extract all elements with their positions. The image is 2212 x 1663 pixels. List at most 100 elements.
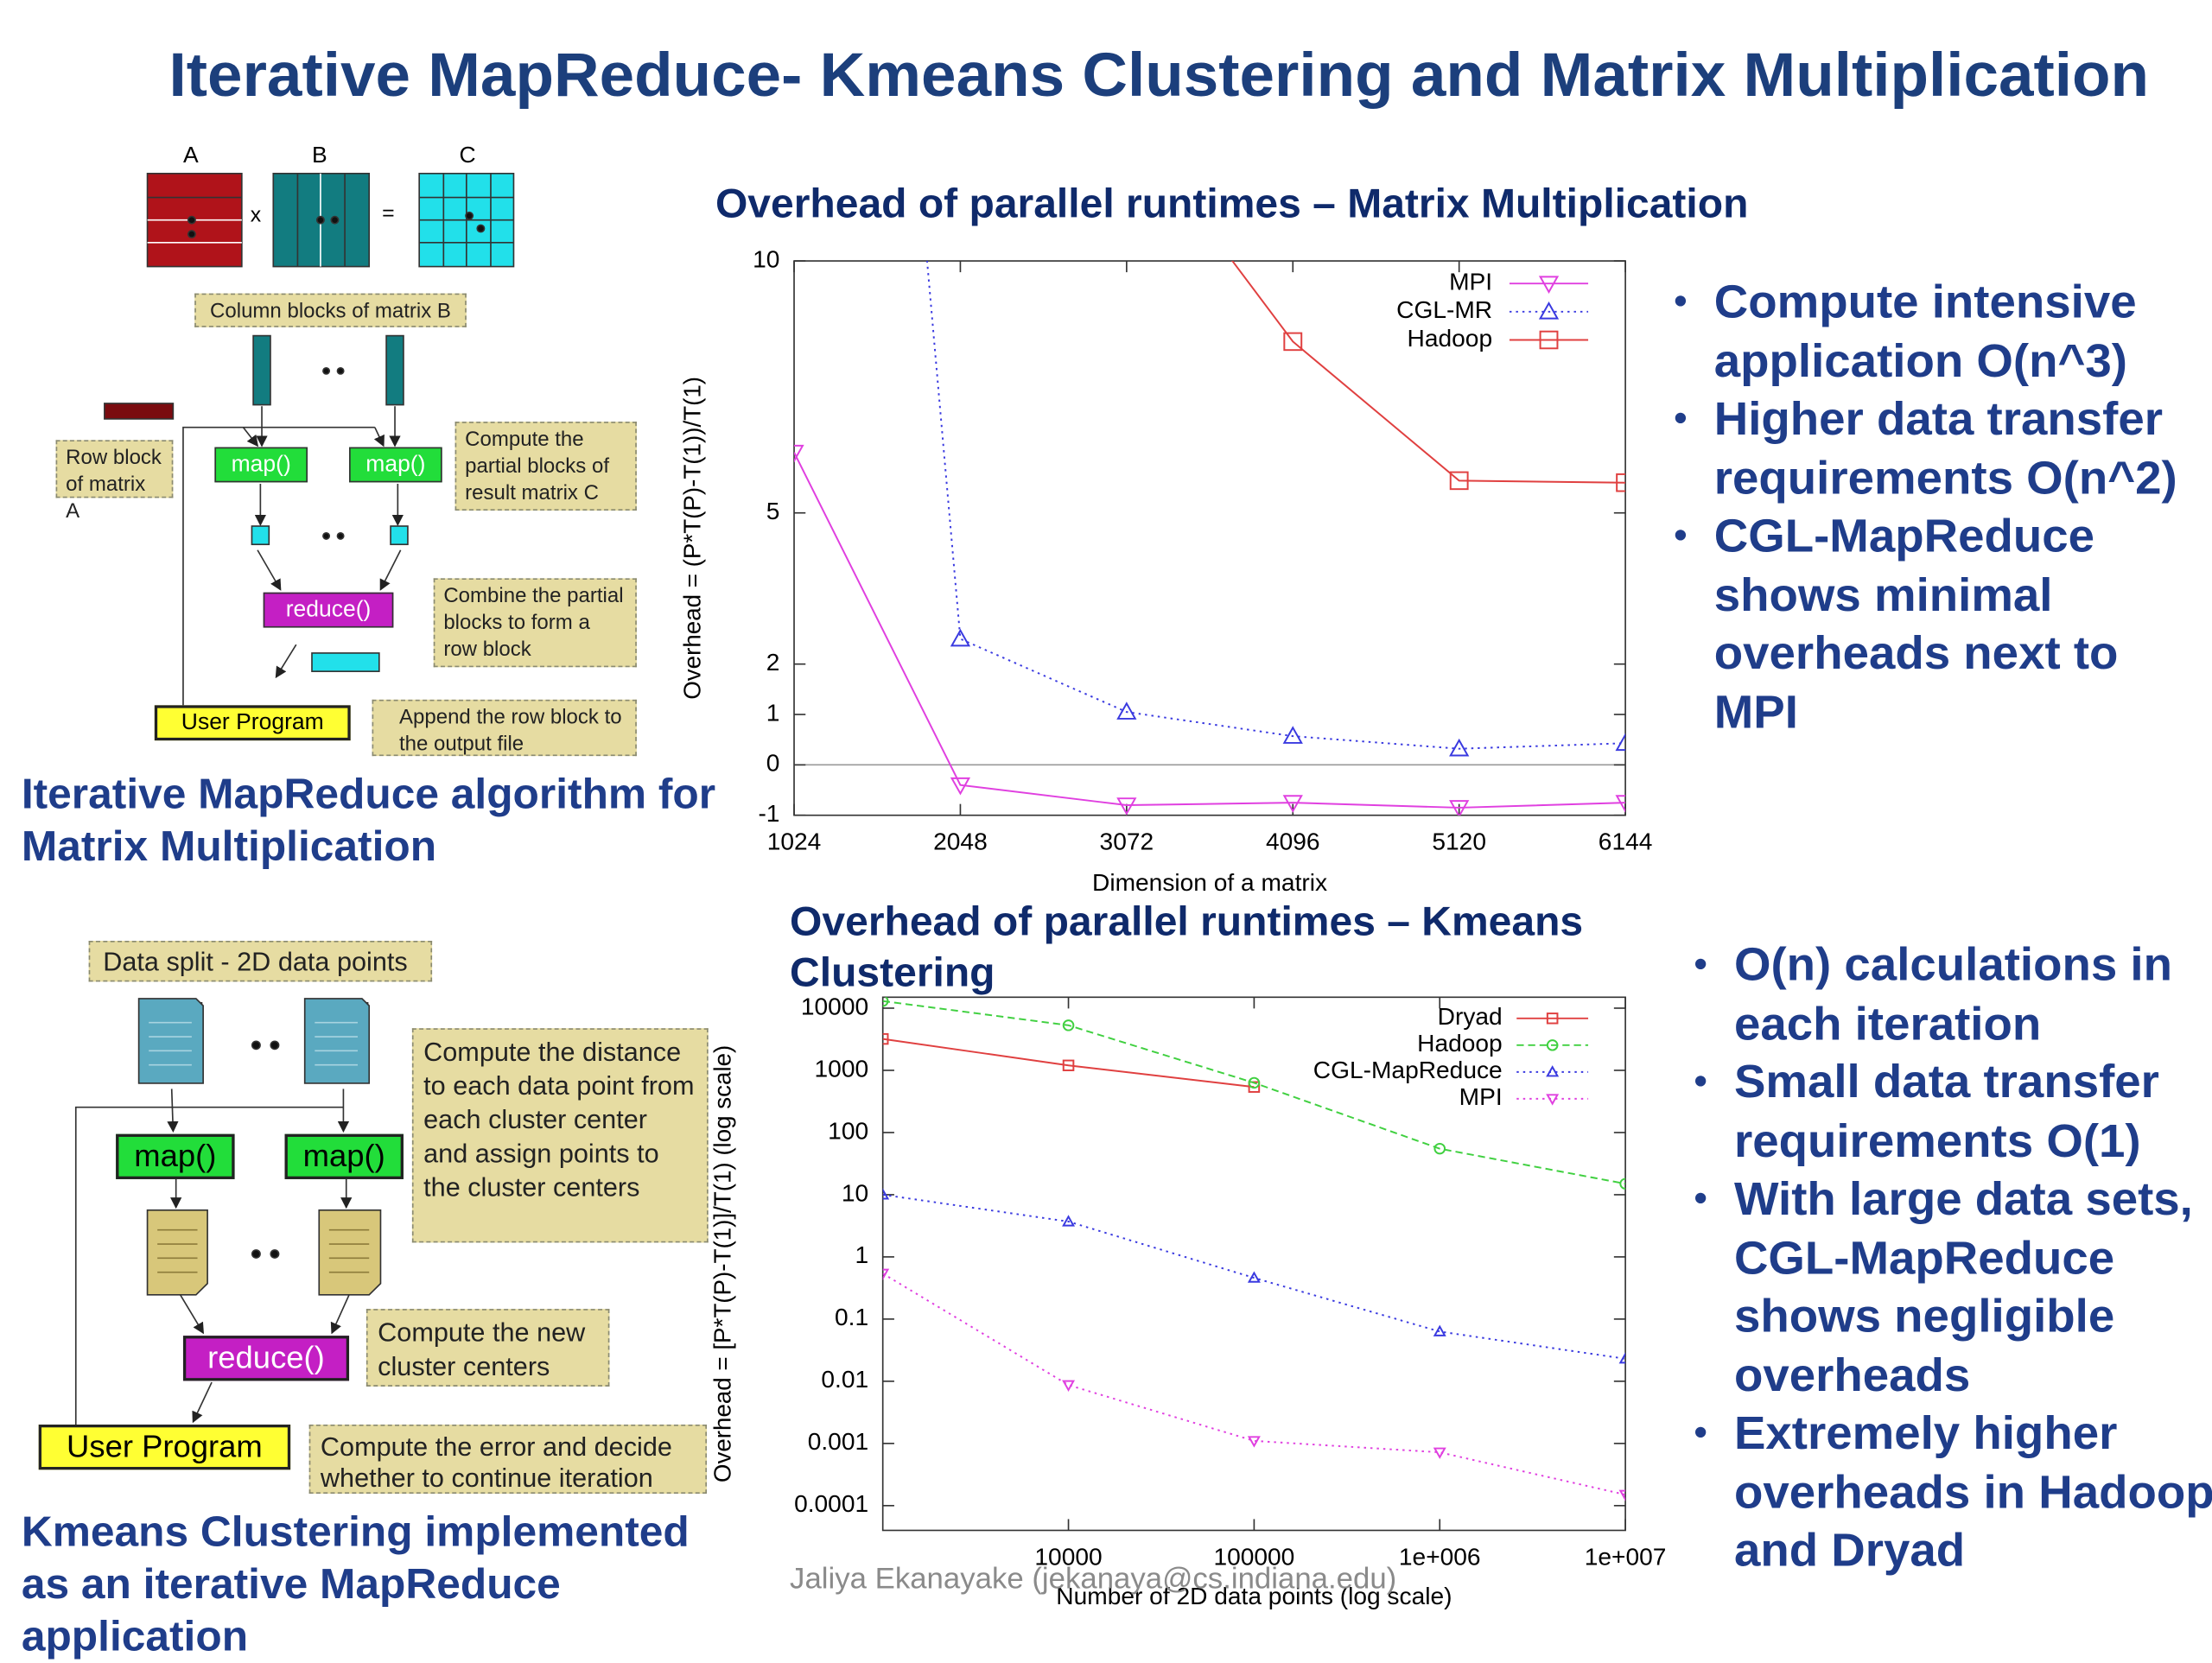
kmeans-diagram (74, 998, 382, 1425)
data-point (1283, 332, 1303, 352)
map-box: map() (214, 447, 308, 483)
data-point (1449, 738, 1470, 757)
x-tick-label: 5120 (1432, 828, 1486, 855)
data-point (1618, 1489, 1626, 1501)
bullet: CGL-MapReduce shows minimal overheads ne… (1674, 506, 2208, 740)
legend-marker (1546, 1065, 1560, 1077)
legend-marker (1546, 1094, 1560, 1106)
y-tick-label: 10 (842, 1179, 868, 1206)
x-axis-label: Number of 2D data points (log scale) (1056, 1583, 1452, 1609)
note-box: Compute the partial blocks of result mat… (454, 422, 637, 511)
bullet: O(n) calculations in each iteration (1694, 935, 2212, 1052)
footer: Jaliya Ekanayake (jekanaya@cs.indiana.ed… (790, 1563, 1397, 1596)
plot-area (882, 997, 1626, 1501)
y-tick-label: 0.01 (821, 1366, 868, 1393)
data-point (1282, 726, 1303, 744)
note-box: Compute the error and decide whether to … (308, 1425, 708, 1495)
series-line (882, 1193, 1626, 1360)
legend-marker (1538, 276, 1560, 294)
matrix-diagram (104, 173, 515, 706)
legend-marker (1546, 1039, 1559, 1051)
x-tick-label: 1e+006 (1399, 1544, 1481, 1571)
reduce-box: reduce() (182, 1336, 350, 1381)
reduce-box: reduce() (263, 592, 394, 628)
note-box: Data split - 2D data points (88, 941, 433, 982)
y-tick-label: 100 (828, 1117, 868, 1144)
y-axis-label: Overhead = [P*T(P)-T(1)]/T(1) (log scale… (709, 1045, 735, 1482)
data-point (1118, 111, 1135, 129)
y-tick-label: 0.1 (835, 1304, 868, 1330)
y-tick-label: 10 (753, 246, 779, 273)
chart: -1 0 1 2 5 10 1024 2048 3072 4096 5120 6144 Dimensio… (678, 111, 1652, 896)
data-point (1449, 471, 1469, 491)
data-point (1615, 795, 1626, 813)
user-program-box: User Program (38, 1425, 291, 1470)
legend-label: Hadoop (1408, 325, 1493, 352)
bullet: Compute intensive application O(n^3) (1674, 272, 2208, 390)
data-point (1618, 1352, 1626, 1364)
x-tick-label: 3072 (1100, 828, 1154, 855)
map-box: map() (116, 1133, 235, 1179)
data-point (1619, 1177, 1626, 1190)
map-box: map() (349, 447, 442, 483)
data-point (882, 997, 889, 1007)
series-line (1231, 261, 1626, 484)
result-file-icon (318, 1209, 382, 1296)
chart-title: Overhead of parallel runtimes – Kmeans C… (790, 899, 1584, 996)
legend-marker (1538, 301, 1560, 320)
x-tick-label: 1e+007 (1585, 1544, 1667, 1571)
legend-marker (1539, 330, 1559, 350)
data-point (950, 777, 971, 796)
data-file-icon (303, 998, 371, 1084)
data-point (1062, 1380, 1076, 1392)
note-box: Compute the distance to each data point … (411, 1028, 709, 1243)
matrix-label: C (459, 143, 476, 168)
data-point (1433, 1324, 1446, 1336)
data-point (1615, 733, 1626, 752)
data-point (1247, 1271, 1261, 1283)
series-line (925, 261, 1626, 750)
data-point (882, 1268, 890, 1280)
legend-label: Dryad (1438, 1003, 1503, 1030)
y-tick-label: -1 (758, 800, 779, 827)
legend-marker (1546, 1012, 1559, 1025)
data-point (1248, 1076, 1261, 1089)
data-file-icon (137, 998, 204, 1084)
matrix-label: A (182, 143, 199, 168)
x-axis-label: Dimension of a matrix (1092, 869, 1327, 896)
result-file-icon (146, 1209, 208, 1296)
y-axis-label: Overhead = (P*T(P)-T(1))/T(1) (678, 377, 705, 700)
data-point (1449, 800, 1470, 816)
bullet: Higher data transfer requirements O(n^2) (1674, 390, 2208, 507)
bullet-list: O(n) calculations in each iterationSmall… (1688, 935, 2212, 1578)
bullet: With large data sets, CGL-MapReduce show… (1694, 1170, 2212, 1404)
operator: = (382, 201, 395, 226)
series-line (882, 1000, 1626, 1185)
y-tick-label: 0.001 (808, 1428, 868, 1455)
data-point (1247, 1436, 1261, 1448)
legend-label: MPI (1459, 1083, 1503, 1110)
note-box: Row block of matrix A (55, 440, 174, 523)
y-tick-label: 0.0001 (794, 1490, 868, 1517)
y-tick-label: 5 (766, 498, 780, 524)
caption: Kmeans Clustering implemented as an iter… (21, 1508, 690, 1660)
x-tick-label: 1024 (767, 828, 822, 855)
bullet: Small data transfer requirements O(1) (1694, 1052, 2212, 1170)
note-box: Combine the partial blocks to form a row… (433, 578, 637, 668)
series-line (794, 452, 1626, 809)
data-point (882, 1188, 890, 1200)
data-point (1282, 795, 1303, 813)
data-point (794, 444, 804, 463)
y-tick-label: 0 (766, 750, 780, 777)
series-line (882, 1273, 1626, 1496)
y-tick-label: 10000 (801, 993, 868, 1020)
slide-title: Iterative MapReduce- Kmeans Clustering a… (168, 41, 2150, 111)
note-box: Append the row block to the output file (372, 699, 637, 757)
legend-label: Hadoop (1417, 1030, 1503, 1057)
legend-label: MPI (1449, 269, 1492, 295)
chart: 0.0001 0.001 0.01 0.1 1 10 100 1000 10000 10000 10… (709, 993, 1666, 1610)
data-point (1062, 1019, 1075, 1031)
legend-label: CGL-MapReduce (1313, 1057, 1503, 1083)
